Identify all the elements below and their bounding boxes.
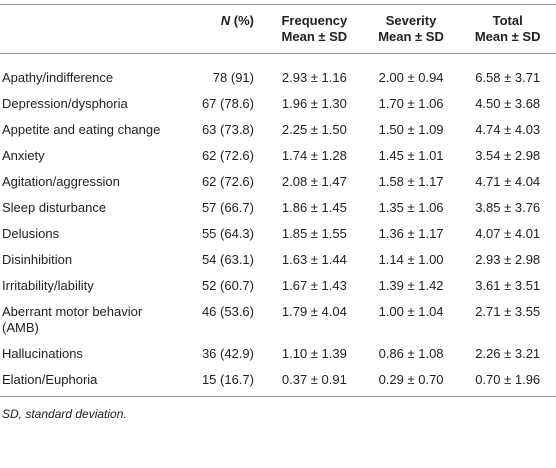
cell: 1.36 ± 1.17 (378, 226, 444, 241)
cell: 63 (73.8) (201, 122, 254, 137)
cell: 0.29 ± 0.70 (362, 367, 460, 397)
cell: 1.10 ± 1.39 (281, 346, 347, 361)
cell: 62 (72.6) (201, 148, 254, 163)
header-text: Severity (385, 13, 437, 28)
header-cell: N (%) (178, 4, 266, 54)
cell: 4.50 ± 3.68 (475, 96, 541, 111)
cell: 1.39 ± 1.42 (378, 278, 444, 293)
header-row: N (%) Frequency Mean ± SD Severity Mean ± SD… (0, 4, 556, 54)
header-text: Mean ± SD (378, 29, 444, 44)
cell: 57 (66.7) (201, 200, 254, 215)
cell: 46 (53.6) (201, 304, 254, 319)
cell: 1.85 ± 1.55 (281, 226, 347, 241)
cell: 52 (60.7) (201, 278, 254, 293)
row-label: Hallucinations (2, 346, 83, 361)
cell: 4.07 ± 4.01 (475, 226, 541, 241)
cell: 3.54 ± 2.98 (475, 148, 541, 163)
data-table: N (%) Frequency Mean ± SD Severity Mean ± SD… (0, 4, 556, 397)
cell: 4.71 ± 4.04 (475, 174, 541, 189)
header-text: Total (492, 13, 523, 28)
row-label: Agitation/aggression (2, 174, 120, 189)
table-row: Depression/dysphoria 67 (78.6) 1.96 ± 1.30… (0, 91, 556, 117)
table-row: Anxiety 62 (72.6) 1.74 ± 1.28 1.45 ± 1.01 3.… (0, 143, 556, 169)
cell: 1.96 ± 1.30 (281, 96, 347, 111)
footnote: SD, standard deviation. (2, 407, 127, 421)
table-row: Irritability/lability 52 (60.7) 1.67 ± 1.4… (0, 273, 556, 299)
table-head: N (%) Frequency Mean ± SD Severity Mean ± SD… (0, 4, 556, 54)
cell: 2.26 ± 3.21 (475, 346, 541, 361)
table-row: Elation/Euphoria 15 (16.7) 0.37 ± 0.91 0.29… (0, 367, 556, 397)
table-row: Delusions 55 (64.3) 1.85 ± 1.55 1.36 ± 1.17… (0, 221, 556, 247)
cell: 0.86 ± 1.08 (378, 346, 444, 361)
row-label: Depression/dysphoria (2, 96, 128, 111)
cell: 55 (64.3) (201, 226, 254, 241)
cell: 2.93 ± 2.98 (475, 252, 541, 267)
table-row: Hallucinations 36 (42.9) 1.10 ± 1.39 0.86 ±… (0, 341, 556, 367)
row-label: Appetite and eating change (2, 122, 161, 137)
cell: 2.71 ± 3.55 (475, 304, 541, 319)
row-label: Anxiety (2, 148, 45, 163)
header-text: N (220, 13, 231, 28)
row-label: Apathy/indifference (2, 70, 114, 85)
header-cell: Total Mean ± SD (459, 4, 556, 54)
header-text: Mean ± SD (281, 29, 348, 44)
cell: 1.35 ± 1.06 (378, 200, 444, 215)
header-cell: Frequency Mean ± SD (266, 4, 363, 54)
cell: 2.93 ± 1.16 (281, 70, 347, 85)
row-label: Delusions (2, 226, 60, 241)
row-label: Irritability/lability (2, 278, 94, 293)
row-label: Aberrant motor behavior (AMB) (2, 304, 143, 335)
table-row: Aberrant motor behavior (AMB) 46 (53.6) 1.… (0, 299, 556, 341)
cell: 1.00 ± 1.04 (378, 304, 444, 319)
header-cell: Severity Mean ± SD (362, 4, 460, 54)
cell: 3.61 ± 3.51 (475, 278, 541, 293)
cell: 4.74 ± 4.03 (475, 122, 541, 137)
table-row: Agitation/aggression 62 (72.6) 2.08 ± 1.47… (0, 169, 556, 195)
cell: 1.70 ± 1.06 (378, 96, 444, 111)
cell: 0.37 ± 0.91 (266, 367, 363, 397)
cell: 1.74 ± 1.28 (281, 148, 347, 163)
cell: 62 (72.6) (201, 174, 254, 189)
header-text: Mean ± SD (474, 29, 541, 44)
cell: 54 (63.1) (201, 252, 254, 267)
cell: 2.08 ± 1.47 (281, 174, 347, 189)
row-label: Sleep disturbance (2, 200, 107, 215)
cell: 1.67 ± 1.43 (281, 278, 347, 293)
cell: 67 (78.6) (201, 96, 254, 111)
cell: 1.63 ± 1.44 (281, 252, 347, 267)
cell: 1.14 ± 1.00 (378, 252, 444, 267)
cell: 1.58 ± 1.17 (378, 174, 444, 189)
cell: 1.86 ± 1.45 (281, 200, 347, 215)
cell: 3.85 ± 3.76 (475, 200, 541, 215)
table-row: Appetite and eating change 63 (73.8) 2.25 … (0, 117, 556, 143)
cell: 2.25 ± 1.50 (281, 122, 347, 137)
header-cell (0, 4, 178, 54)
cell: 15 (16.7) (178, 367, 266, 397)
row-label: Elation/Euphoria (0, 367, 178, 397)
cell: 0.70 ± 1.96 (459, 367, 556, 397)
header-text: (%) (233, 13, 254, 28)
cell: 78 (91) (212, 70, 254, 85)
cell: 1.50 ± 1.09 (378, 122, 444, 137)
table-body: Apathy/indifference 78 (91) 2.93 ± 1.16 2.0… (0, 54, 556, 397)
table-row: Apathy/indifference 78 (91) 2.93 ± 1.16 2.0… (0, 54, 556, 92)
cell: 1.79 ± 4.04 (281, 304, 347, 319)
cell: 6.58 ± 3.71 (475, 70, 541, 85)
cell: 36 (42.9) (201, 346, 254, 361)
page: N (%) Frequency Mean ± SD Severity Mean ± SD… (0, 4, 556, 421)
cell: 2.00 ± 0.94 (378, 70, 444, 85)
header-text: Frequency (281, 13, 348, 28)
cell: 1.45 ± 1.01 (378, 148, 444, 163)
table-row: Disinhibition 54 (63.1) 1.63 ± 1.44 1.14 ± … (0, 247, 556, 273)
table-row: Sleep disturbance 57 (66.7) 1.86 ± 1.45 1.3… (0, 195, 556, 221)
row-label: Disinhibition (2, 252, 73, 267)
